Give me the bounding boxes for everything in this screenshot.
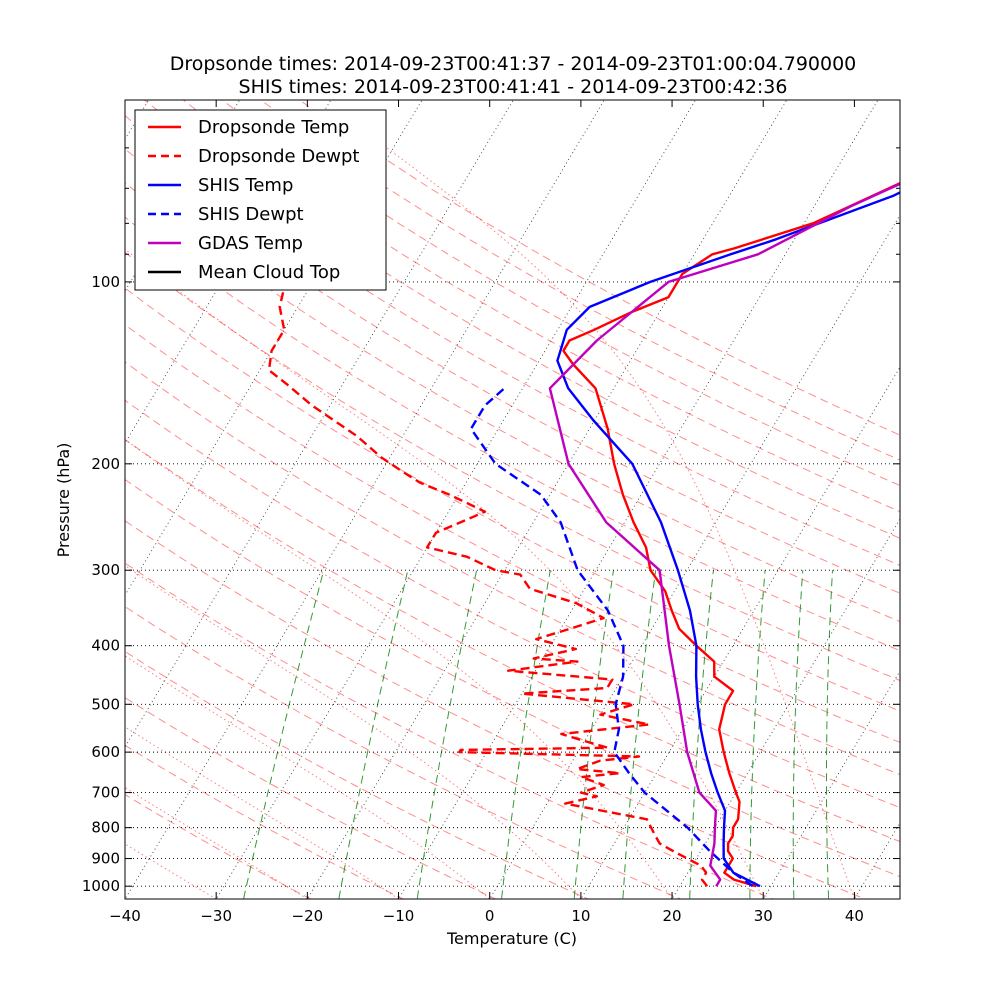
dry-adiabat-line	[125, 520, 867, 899]
chart-title-line-2: SHIS times: 2014-09-23T00:41:41 - 2014-0…	[238, 76, 788, 98]
y-tick-label: 600	[91, 743, 120, 761]
chart-title-line-1: Dropsonde times: 2014-09-23T00:41:37 - 2…	[169, 53, 857, 75]
dry-adiabat-line	[125, 650, 590, 899]
dry-adiabat-line	[143, 100, 900, 539]
series-shis-dewpt	[469, 387, 754, 888]
dry-adiabat-line	[125, 562, 775, 899]
mixing-ratio-line	[689, 570, 714, 899]
mixing-ratio-line	[500, 570, 551, 899]
series-dropsonde-temp	[562, 181, 900, 888]
dry-adiabat-line	[125, 697, 497, 899]
legend-label: Mean Cloud Top	[198, 262, 340, 283]
legend-label: Dropsonde Temp	[198, 117, 349, 138]
mixing-ratio-line	[622, 570, 657, 899]
x-tick-label: 30	[754, 907, 773, 925]
y-tick-label: 1000	[82, 877, 120, 895]
moist-adiabat-line	[125, 655, 491, 899]
y-axis-label: Pressure (hPa)	[54, 443, 73, 558]
y-tick-label: 100	[91, 273, 120, 291]
series-gdas-temp	[548, 182, 900, 887]
moist-adiabat-line	[125, 248, 764, 899]
y-tick-label: 800	[91, 819, 120, 837]
x-tick-label: −40	[109, 907, 141, 925]
dry-adiabat-line	[182, 100, 900, 513]
y-tick-label: 700	[91, 784, 120, 802]
dry-adiabat-line	[221, 100, 900, 487]
moist-adiabat-line	[386, 147, 855, 899]
legend-label: SHIS Dewpt	[198, 204, 304, 225]
mixing-ratio-line	[826, 570, 833, 899]
y-tick-label: 300	[91, 561, 120, 579]
x-tick-label: −10	[383, 907, 415, 925]
dry-adiabat-line	[125, 251, 900, 682]
x-tick-label: −20	[292, 907, 324, 925]
dry-adiabat-line	[125, 324, 900, 743]
x-axis-ticks: −40 −30 −20 −10 0 10 20 30 40	[109, 100, 864, 925]
dry-adiabat-line	[125, 438, 900, 843]
x-tick-label: −30	[200, 907, 232, 925]
mixing-ratio-line	[338, 570, 409, 899]
isotherm-line	[938, 41, 1000, 911]
series-dropsonde-dewpt	[267, 281, 709, 887]
plot-frame	[124, 99, 901, 900]
legend-label: GDAS Temp	[198, 233, 303, 254]
series-layer	[267, 181, 900, 888]
isotherm-line	[0, 41, 93, 911]
y-tick-label: 900	[91, 850, 120, 868]
moist-adiabat-line	[125, 438, 673, 899]
dry-adiabat-line	[125, 399, 900, 809]
dry-adiabat-line	[125, 361, 900, 776]
mixing-ratio-line	[749, 570, 766, 899]
y-tick-label: 500	[91, 695, 120, 713]
y-tick-label: 400	[91, 637, 120, 655]
dry-adiabat-line	[125, 115, 900, 566]
x-tick-label: 0	[485, 907, 495, 925]
y-tick-label: 200	[91, 455, 120, 473]
dry-adiabat-line	[125, 287, 900, 712]
legend: Dropsonde Temp Dropsonde Dewpt SHIS Temp SH…	[134, 109, 387, 291]
legend-box	[134, 109, 387, 291]
dry-adiabat-line	[125, 794, 312, 899]
series-shis-temp	[556, 191, 900, 888]
y-axis-ticks: 100 200 300 400 500 600 700 800 900 1000	[82, 147, 900, 895]
dry-adiabat-line	[125, 182, 900, 623]
legend-label: SHIS Temp	[198, 175, 293, 196]
x-tick-label: 40	[845, 907, 864, 925]
x-axis-label: Temperature (C)	[446, 929, 577, 948]
legend-label: Dropsonde Dewpt	[198, 146, 359, 167]
mixing-ratio-line	[416, 570, 478, 899]
x-tick-label: 20	[663, 907, 682, 925]
mixing-ratio-line	[243, 570, 325, 899]
x-tick-label: 10	[571, 907, 590, 925]
